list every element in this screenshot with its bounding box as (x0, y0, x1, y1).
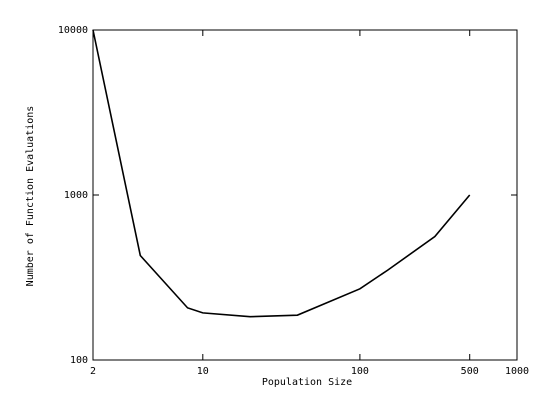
x-tick-label: 500 (461, 366, 479, 377)
y-tick-label: 1000 (64, 190, 88, 201)
x-axis-label: Population Size (262, 377, 352, 388)
plot-frame (92, 29, 518, 361)
x-tick-label: 10 (197, 366, 209, 377)
y-axis-label: Number of Function Evaluations (25, 106, 36, 287)
data-line (92, 29, 471, 318)
x-tick-label: 2 (90, 366, 96, 377)
y-tick-label: 100 (70, 355, 88, 366)
x-tick-label: 100 (351, 366, 369, 377)
y-tick-label: 10000 (58, 25, 88, 36)
x-tick-label: 1000 (505, 366, 529, 377)
